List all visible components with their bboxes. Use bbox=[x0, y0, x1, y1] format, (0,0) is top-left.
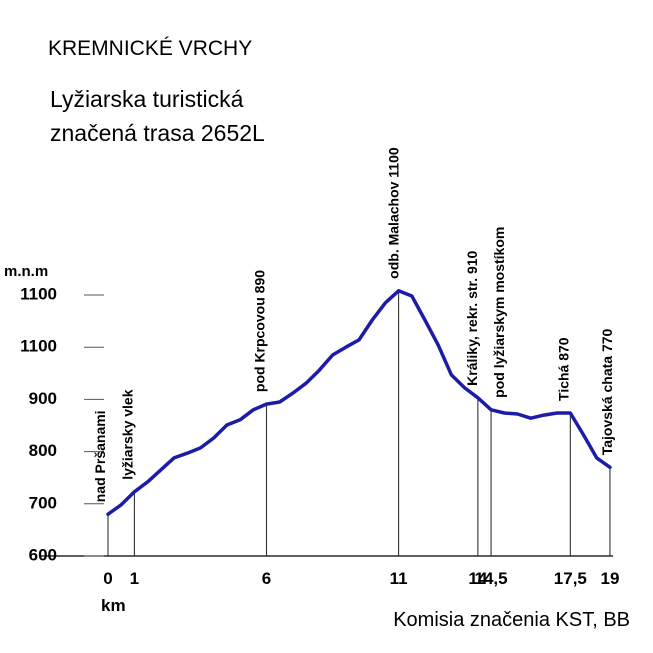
waypoint-label: pod Krpcovou 890 bbox=[252, 270, 268, 392]
elevation-profile bbox=[106, 289, 612, 516]
y-tick-label: 600 bbox=[29, 545, 57, 564]
chart-title: KREMNICKÉ VRCHY bbox=[48, 37, 252, 60]
chart-subtitle: Lyžiarska turistická bbox=[50, 86, 244, 112]
y-tick-label: 700 bbox=[29, 493, 57, 512]
x-tick-label: 19 bbox=[600, 569, 619, 588]
waypoint-label: Tichá 870 bbox=[555, 337, 571, 401]
y-tick-label: 1100 bbox=[20, 284, 57, 303]
x-tick-label: 1 bbox=[130, 569, 139, 588]
x-tick-label: 14 bbox=[468, 569, 487, 588]
x-tick-label: 11 bbox=[390, 569, 408, 588]
y-tick-label: 800 bbox=[29, 441, 57, 460]
x-tick-label: 0 bbox=[103, 569, 112, 588]
y-tick-label: 900 bbox=[29, 389, 57, 408]
waypoint-label: Králiky, rekr. str. 910 bbox=[464, 250, 480, 385]
chart-subtitle: značená trasa 2652L bbox=[50, 120, 265, 146]
waypoint-label: lyžiarsky vlek bbox=[119, 389, 135, 480]
x-tick-label: 17,5 bbox=[554, 569, 587, 588]
x-axis-label: km bbox=[101, 596, 126, 615]
x-tick-label: 6 bbox=[262, 569, 271, 588]
y-axis-label: m.n.m bbox=[4, 263, 48, 280]
y-tick-label: 1100 bbox=[20, 337, 57, 356]
waypoint-label: odb. Malachov 1100 bbox=[386, 147, 402, 279]
waypoint-label: pod lyžiarskym mostíkom bbox=[491, 227, 507, 398]
waypoint-label: Tajovská chata 770 bbox=[599, 328, 615, 455]
x-tick-label: 14,5 bbox=[475, 569, 508, 588]
waypoint-label: nad Pršanami bbox=[92, 410, 108, 502]
credit: Komisia značenia KST, BB bbox=[393, 609, 630, 631]
